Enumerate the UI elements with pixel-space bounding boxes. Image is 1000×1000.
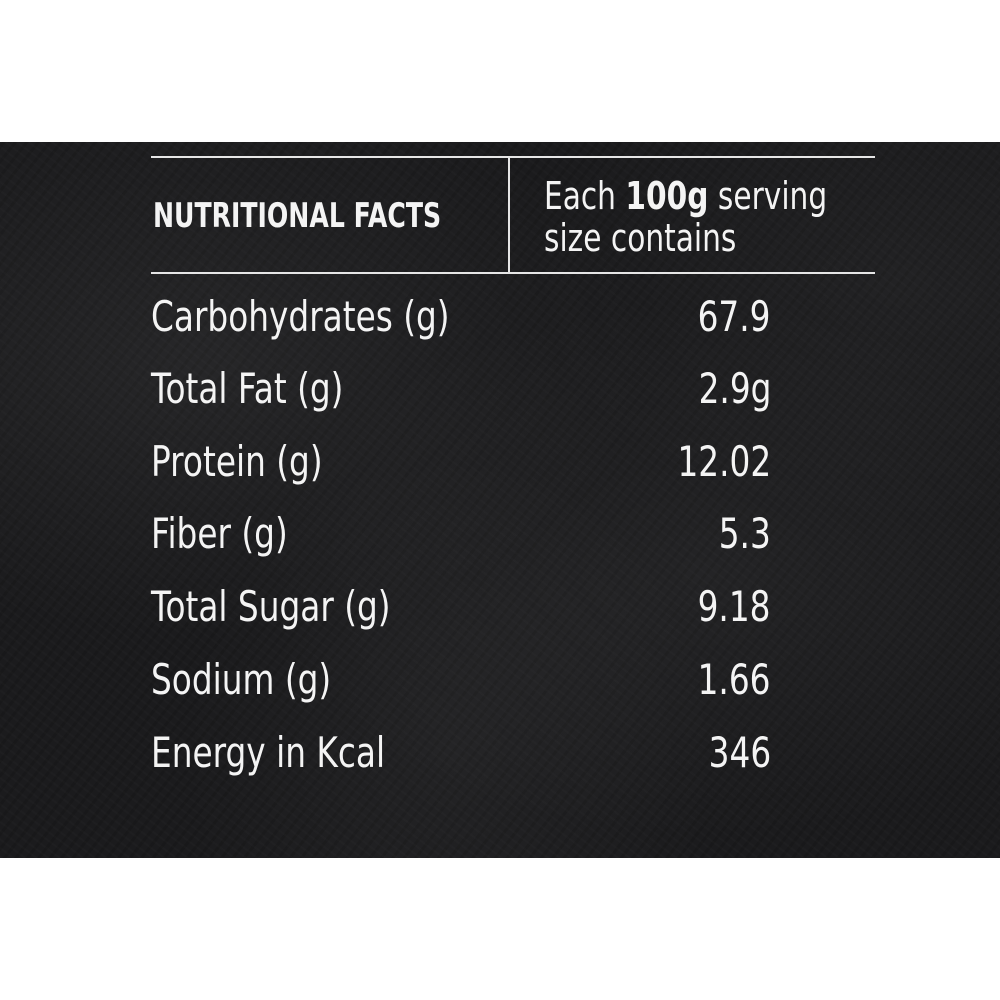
nutrient-label: Carbohydrates (g) (151, 292, 450, 341)
header-bottom-rule (151, 272, 875, 274)
table-row: Energy in Kcal 346 (151, 728, 771, 784)
serving-size-line-1: Each 100g serving (544, 175, 827, 217)
serving-size-header: Each 100g serving size contains (544, 175, 827, 259)
table-row: Fiber (g) 5.3 (151, 509, 771, 565)
nutrient-value: 9.18 (698, 582, 771, 631)
table-row: Sodium (g) 1.66 (151, 655, 771, 711)
nutrition-panel (0, 142, 1000, 858)
nutrient-value: 2.9g (698, 364, 771, 413)
table-title: NUTRITIONAL FACTS (153, 196, 442, 236)
table-top-rule (151, 156, 875, 158)
serving-amount: 100g (625, 174, 709, 218)
table-row: Total Sugar (g) 9.18 (151, 582, 771, 638)
nutrient-label: Total Sugar (g) (151, 582, 391, 631)
nutrient-value: 67.9 (698, 292, 771, 341)
table-row: Total Fat (g) 2.9g (151, 364, 771, 420)
nutrient-value: 12.02 (677, 437, 771, 486)
table-row: Carbohydrates (g) 67.9 (151, 292, 771, 348)
serving-size-line-2: size contains (544, 216, 737, 260)
nutrient-value: 346 (708, 728, 771, 777)
serving-suffix: serving (708, 174, 828, 218)
nutrient-value: 5.3 (718, 509, 771, 558)
nutrient-label: Sodium (g) (151, 655, 332, 704)
header-divider (508, 156, 510, 273)
nutrient-label: Total Fat (g) (151, 364, 344, 413)
serving-prefix: Each (544, 174, 626, 218)
table-row: Protein (g) 12.02 (151, 437, 771, 493)
nutrient-label: Energy in Kcal (151, 728, 386, 777)
nutrient-label: Protein (g) (151, 437, 323, 486)
nutrient-label: Fiber (g) (151, 509, 288, 558)
nutrient-value: 1.66 (698, 655, 771, 704)
